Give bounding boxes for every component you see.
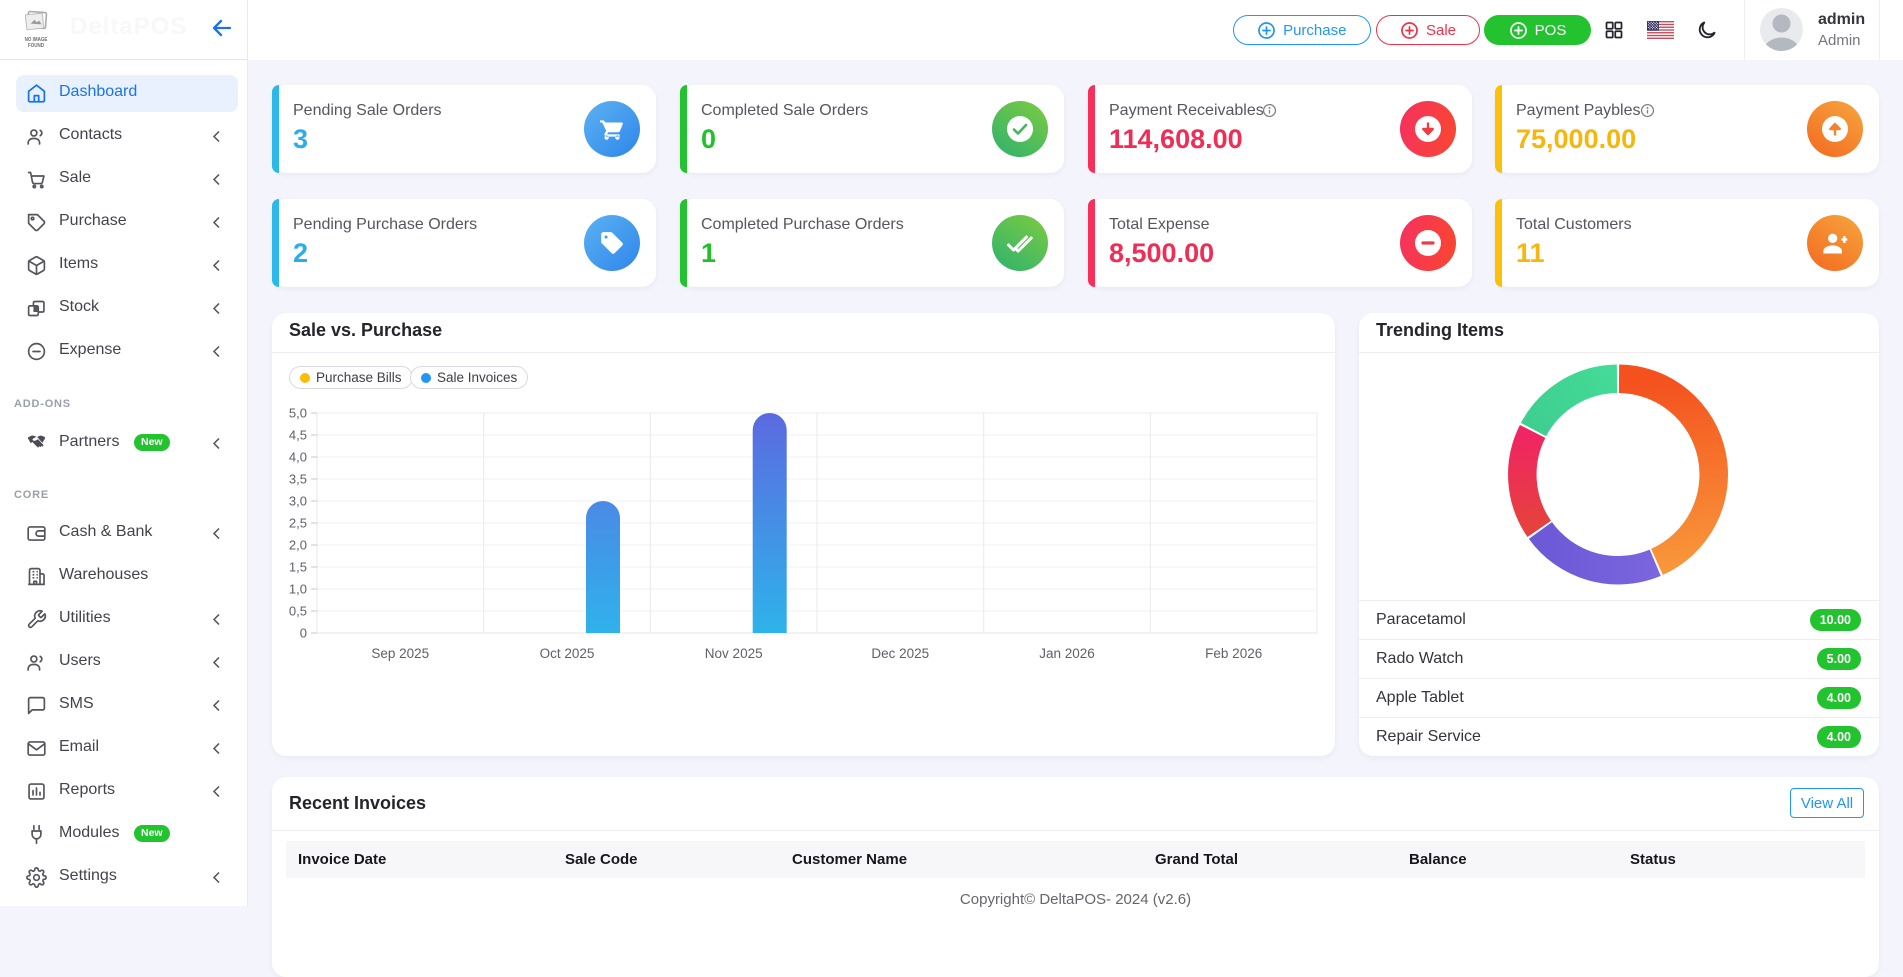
svg-text:0: 0 — [300, 626, 307, 641]
svg-text:Sep 2025: Sep 2025 — [371, 646, 429, 661]
svg-text:3,0: 3,0 — [289, 494, 307, 509]
svg-text:4,5: 4,5 — [289, 428, 307, 443]
svg-text:Jan 2026: Jan 2026 — [1039, 646, 1095, 661]
svg-text:Nov 2025: Nov 2025 — [705, 646, 763, 661]
svg-text:1,0: 1,0 — [289, 582, 307, 597]
svg-text:Dec 2025: Dec 2025 — [871, 646, 929, 661]
svg-text:4,0: 4,0 — [289, 450, 307, 465]
svg-text:2,5: 2,5 — [289, 516, 307, 531]
svg-text:5,0: 5,0 — [289, 406, 307, 421]
svg-text:1,5: 1,5 — [289, 560, 307, 575]
svg-text:Oct 2025: Oct 2025 — [540, 646, 595, 661]
svg-text:Feb 2026: Feb 2026 — [1205, 646, 1262, 661]
svg-text:3,5: 3,5 — [289, 472, 307, 487]
svg-text:0,5: 0,5 — [289, 604, 307, 619]
svg-text:2,0: 2,0 — [289, 538, 307, 553]
